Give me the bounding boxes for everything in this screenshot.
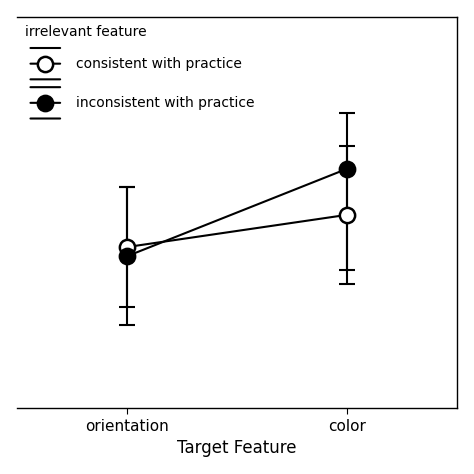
Text: inconsistent with practice: inconsistent with practice (76, 96, 255, 110)
X-axis label: Target Feature: Target Feature (177, 439, 297, 457)
Text: irrelevant feature: irrelevant feature (26, 25, 147, 38)
Text: consistent with practice: consistent with practice (76, 57, 242, 71)
